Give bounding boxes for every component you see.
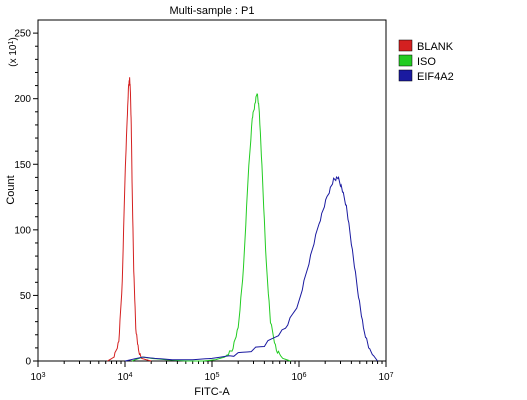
plot-frame	[37, 19, 387, 362]
y-axis-label: Count	[5, 175, 17, 204]
x-axis-label: FITC-A	[194, 386, 230, 398]
legend-label: BLANK	[417, 41, 454, 53]
legend-swatch-blank	[398, 39, 413, 52]
y-tick-label: 250	[14, 29, 31, 40]
x-tick-label: 104	[117, 372, 132, 384]
y-axis-multiplier: (x 101)	[8, 37, 20, 66]
y-multiplier-prefix: (x 10	[8, 44, 19, 67]
series-group	[107, 77, 378, 362]
y-tick-label: 50	[20, 291, 32, 302]
y-axis: 0 50 100 150 200 250	[14, 29, 38, 368]
x-tick-exponent: 6	[303, 372, 307, 379]
x-axis: 103 104 105 106 107	[30, 361, 394, 384]
x-tick-base: 10	[291, 372, 303, 383]
x-tick-label: 105	[204, 372, 219, 384]
y-tick-label: 100	[14, 225, 31, 236]
x-tick-label: 103	[30, 372, 45, 384]
x-tick-exponent: 3	[42, 372, 46, 379]
y-tick-label: 200	[14, 94, 31, 105]
legend-label: EIF4A2	[417, 71, 454, 83]
plot-area	[37, 19, 387, 362]
x-tick-base: 10	[117, 372, 129, 383]
x-tick-exponent: 7	[390, 372, 394, 379]
x-tick-label: 107	[378, 372, 393, 384]
chart-title: Multi-sample : P1	[170, 5, 255, 17]
legend: BLANK ISO EIF4A2	[398, 39, 454, 83]
y-tick-label: 0	[25, 357, 31, 368]
series-line-eif4a2	[124, 175, 378, 362]
x-tick-exponent: 5	[216, 372, 220, 379]
y-tick-label: 150	[14, 160, 31, 171]
series-line-iso	[131, 93, 291, 362]
series-line-blank	[107, 77, 152, 362]
y-multiplier-exponent: 1	[8, 41, 15, 45]
x-tick-base: 10	[378, 372, 390, 383]
x-tick-label: 106	[291, 372, 306, 384]
legend-swatch-iso	[398, 54, 413, 67]
y-multiplier-suffix: )	[8, 37, 19, 40]
x-tick-exponent: 4	[129, 372, 133, 379]
legend-label: ISO	[417, 56, 436, 68]
legend-swatch-eif4a2	[398, 69, 413, 82]
x-tick-base: 10	[30, 372, 42, 383]
x-tick-base: 10	[204, 372, 216, 383]
